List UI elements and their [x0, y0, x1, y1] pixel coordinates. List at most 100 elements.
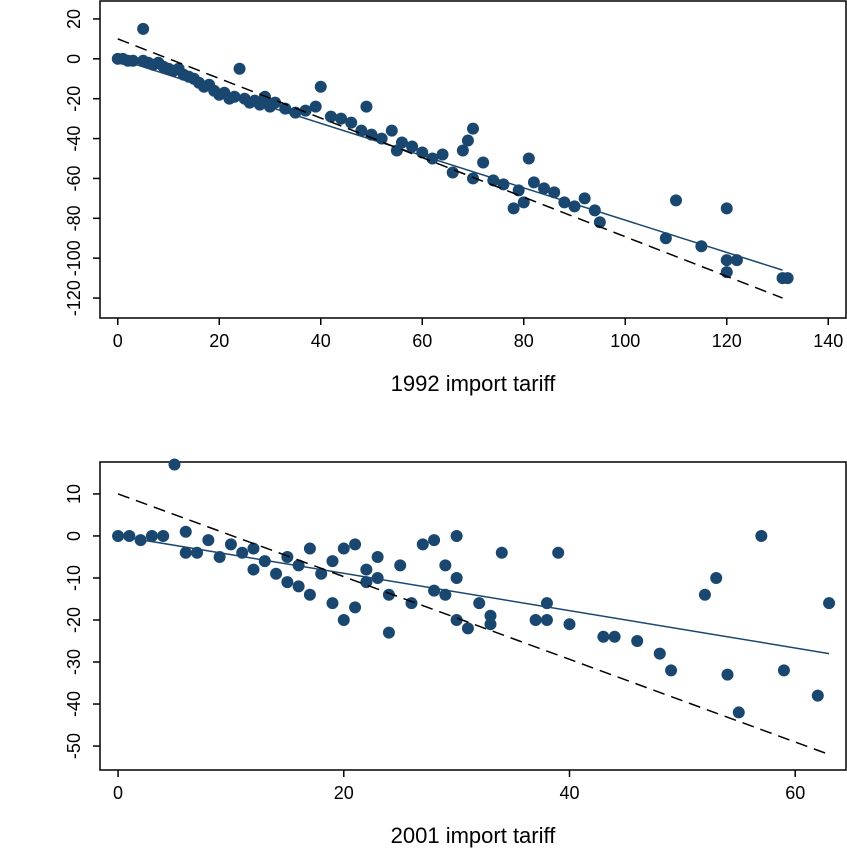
point [360, 576, 373, 589]
point [456, 144, 469, 157]
point [179, 525, 192, 538]
point [385, 124, 398, 137]
point [123, 529, 136, 542]
point [349, 601, 362, 614]
point [145, 529, 158, 542]
point [303, 542, 316, 555]
point [314, 80, 327, 93]
y-tick-label: 0 [64, 531, 84, 541]
point [324, 110, 337, 123]
point [659, 232, 672, 245]
point [405, 597, 418, 610]
point [168, 458, 181, 471]
point [720, 202, 733, 215]
point [484, 609, 497, 622]
y-tick-label: -40 [64, 126, 84, 152]
point [360, 100, 373, 113]
point [461, 622, 474, 635]
point [777, 664, 790, 677]
x-tick-label: 0 [113, 331, 123, 351]
point [446, 166, 459, 179]
x-tick-label: 120 [712, 331, 742, 351]
point [224, 538, 237, 551]
y-tick-label: -30 [64, 649, 84, 675]
point [698, 588, 711, 601]
y-tick-label: -60 [64, 165, 84, 191]
point [326, 597, 339, 610]
point [335, 112, 348, 125]
point [597, 630, 610, 643]
point [371, 550, 384, 563]
point [710, 571, 723, 584]
point [527, 176, 540, 189]
x-tick-label: 100 [610, 331, 640, 351]
point [721, 668, 734, 681]
y-tick-label: 20 [64, 9, 84, 29]
point [529, 613, 542, 626]
x-tick-label: 80 [514, 331, 534, 351]
point [811, 689, 824, 702]
x-tick-label: 140 [813, 331, 843, 351]
point [467, 172, 479, 185]
point [631, 635, 644, 648]
point [126, 54, 139, 67]
point [371, 571, 384, 584]
point [461, 134, 474, 147]
point [538, 182, 551, 195]
point [755, 529, 768, 542]
x-tick-label: 0 [113, 783, 123, 803]
fit-line [117, 38, 783, 299]
point [439, 559, 452, 572]
point [522, 152, 535, 165]
point [416, 146, 429, 159]
x-axis-title: 1992 import tariff [391, 371, 557, 396]
point [247, 542, 260, 555]
point [665, 664, 678, 677]
point [303, 588, 316, 601]
point [578, 192, 591, 205]
point [477, 156, 490, 169]
point [406, 140, 419, 153]
fit-line [117, 493, 830, 756]
point [345, 116, 358, 129]
point [563, 618, 576, 631]
point [720, 254, 733, 267]
point [436, 148, 449, 161]
plot-frame [99, 0, 847, 319]
point [269, 96, 282, 109]
point [781, 272, 794, 285]
point [428, 584, 441, 597]
point [326, 555, 339, 568]
point [428, 534, 441, 547]
y-tick-label: -100 [64, 240, 84, 276]
x-tick-label: 60 [785, 783, 805, 803]
point [507, 202, 520, 215]
x-tick-label: 40 [559, 783, 579, 803]
plot-frame [99, 461, 847, 771]
point [517, 196, 530, 209]
point [395, 136, 408, 149]
point [473, 597, 486, 610]
point [233, 62, 246, 75]
y-tick-label: -80 [64, 205, 84, 231]
point [450, 571, 463, 584]
y-tick-label: -10 [64, 565, 84, 591]
point [337, 613, 350, 626]
fit-line [117, 58, 783, 271]
point [337, 542, 350, 555]
fit-line [117, 535, 830, 655]
point [540, 613, 553, 626]
point [495, 546, 508, 559]
point [281, 576, 294, 589]
point [450, 529, 463, 542]
point [270, 567, 283, 580]
point [484, 618, 497, 631]
point [299, 104, 312, 117]
point [355, 124, 368, 137]
x-tick-label: 20 [209, 331, 229, 351]
point [653, 647, 666, 660]
point [552, 546, 565, 559]
point [467, 122, 479, 135]
x-axis-title: 2001 import tariff [391, 823, 557, 848]
